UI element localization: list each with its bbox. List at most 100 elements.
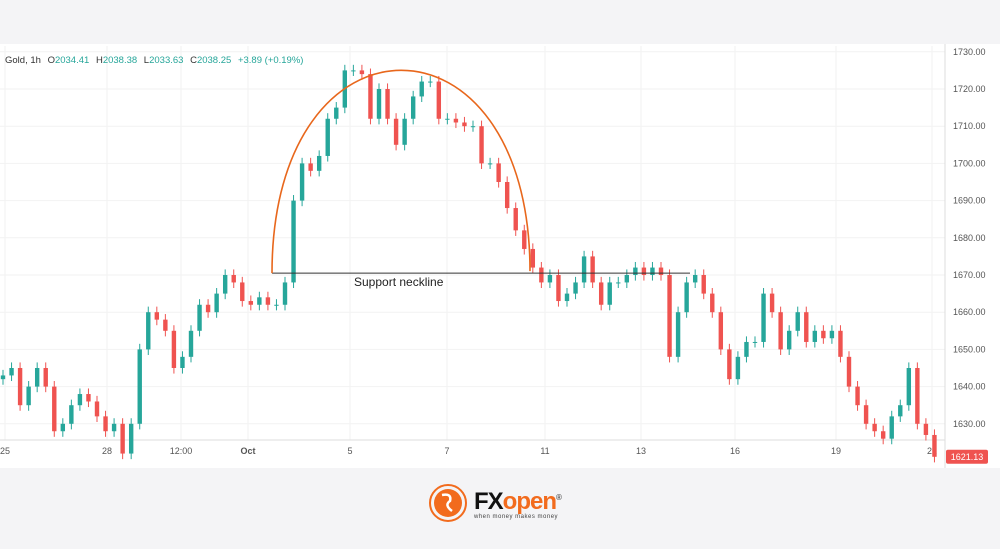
candle-body [863,405,869,424]
candle-body [376,89,382,119]
candle-body [513,208,518,231]
candle-body [752,341,758,343]
high-value: 2038.38 [102,55,138,66]
y-tick-label: 1700.00 [953,158,986,168]
last-price-tag [946,449,988,464]
candle-body [265,297,271,305]
candle-body [9,368,14,376]
candle-body [624,275,630,283]
candle-body [359,70,365,75]
candle-body [915,368,920,424]
candle-body [291,200,296,283]
candle-body [470,126,476,128]
candle-body [761,293,766,342]
candle-body [786,330,792,350]
candle-body [692,275,698,283]
candle-body [248,301,254,305]
candle-body [128,423,134,454]
candle-body [812,330,818,342]
candle-body [146,312,151,350]
candle-body [171,330,177,368]
y-tick-label: 1680.00 [953,233,986,243]
candle-body [735,356,741,380]
candle-body [428,81,433,83]
close-value: 2038.25 [196,55,232,66]
x-tick-label: 5 [347,446,352,456]
candle-body [530,248,536,268]
x-tick-label: 19 [831,446,841,456]
candle-body [880,431,886,439]
candle-body [462,122,467,127]
x-tick-label: 7 [444,446,449,456]
brand-tagline: when money makes money [474,514,559,520]
candle-body [52,386,57,432]
open-value: 2034.41 [54,55,90,66]
candle-body [163,319,168,331]
candle-body [154,312,160,320]
candle-body [487,163,493,165]
candle-body [846,356,852,387]
candle-body [898,405,903,417]
y-tick-label: 1630.00 [953,419,986,429]
candle-body [590,256,595,283]
candle-body [419,81,424,97]
candle-body [675,312,681,357]
candle-body [282,282,288,305]
candle-body [103,416,108,432]
y-tick-label: 1720.00 [953,84,986,94]
candle-body [188,330,194,357]
chart-card [0,44,1000,468]
candle-body [94,401,100,417]
candle-body [889,416,894,439]
candle-body [214,293,219,313]
candle-body [906,368,912,406]
candle-body [274,304,279,306]
fxopen-logo: FXopen® when money makes money [428,483,562,523]
candle-body [325,118,330,156]
y-tick-label: 1640.00 [953,382,986,392]
candle-body [838,330,843,357]
candle-body [872,423,877,432]
x-tick-label: 16 [730,446,740,456]
candle-body [308,163,313,171]
candle-body [257,297,262,305]
candle-body [205,304,211,313]
candle-body [479,126,484,164]
y-tick-label: 1730.00 [953,47,986,57]
candle-body [923,423,929,435]
candle-body [299,163,305,201]
candle-body [667,275,672,357]
x-tick-label: 13 [636,446,646,456]
candle-body [334,107,339,119]
candle-body [573,282,578,294]
y-tick-label: 1660.00 [953,307,986,317]
x-tick-label: 11 [540,446,549,456]
candle-body [718,312,724,350]
rounding-top-arc [271,69,531,274]
candle-body [795,312,800,331]
candle-body [607,282,612,305]
candle-body [829,330,835,339]
candle-body [932,434,937,457]
candle-body [316,155,322,171]
candle-body [556,275,561,302]
candle-body [504,182,510,209]
candle-body [701,275,706,294]
candle-body [351,70,356,72]
candle-body [34,368,40,387]
candle-body [522,230,527,249]
candle-body [684,282,689,313]
candle-body [180,356,185,368]
y-tick-label: 1710.00 [953,121,986,131]
candle-body [821,330,826,339]
change-value: +3.89 (+0.19%) [237,55,304,66]
candle-body [769,293,775,313]
candle-body [120,423,125,454]
candle-body [111,423,117,432]
x-tick-label: 25 [0,446,10,456]
x-tick-label: 21 [927,446,937,456]
candle-body [453,118,459,123]
candle-body [17,368,23,406]
candle-body [710,293,715,313]
